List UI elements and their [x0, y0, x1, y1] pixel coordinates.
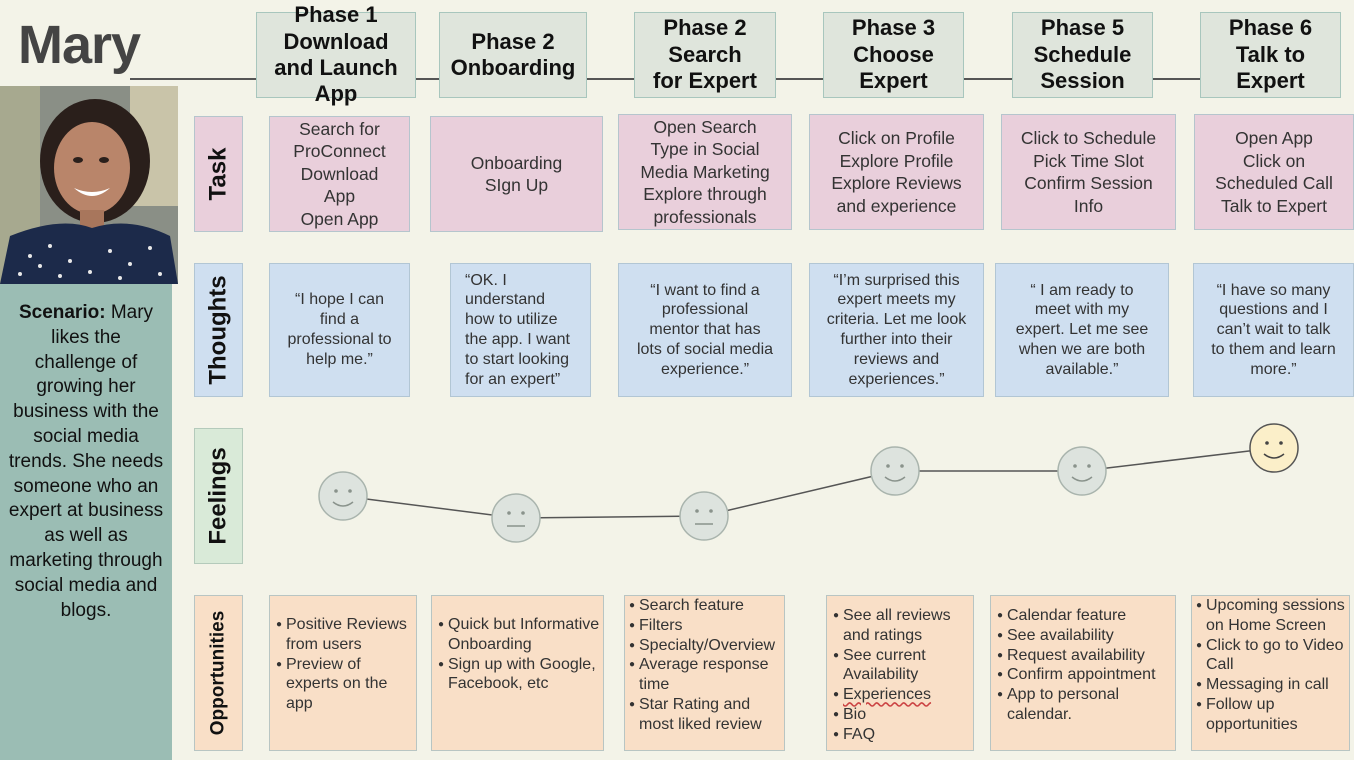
opportunity-item: Experiences — [833, 685, 973, 705]
opportunity-cell-1: Positive Reviews from users Preview of e… — [269, 595, 417, 751]
feelings-row-label: Feelings — [194, 428, 243, 564]
opportunity-item: App to personal calendar. — [997, 685, 1175, 725]
opportunity-item: Quick but Informative Onboarding — [438, 615, 603, 655]
opportunity-item: Positive Reviews from users — [276, 615, 416, 655]
opportunity-list-6: Upcoming sessions on Home Screen Click t… — [1192, 596, 1349, 735]
opportunity-item: Request availability — [997, 646, 1175, 666]
persona-name: Mary — [18, 15, 141, 75]
opportunity-item: Average response time — [629, 655, 784, 695]
scenario-panel: Scenario: Mary likes the challenge of gr… — [0, 284, 172, 760]
opportunity-item: Confirm appointment — [997, 665, 1175, 685]
happy-face-icon — [318, 471, 368, 521]
opportunity-cell-2: Quick but Informative Onboarding Sign up… — [431, 595, 604, 751]
happy-face-icon — [1057, 446, 1107, 496]
task-cell-4: Click on Profile Explore Profile Explore… — [809, 114, 984, 230]
thoughts-row-label: Thoughts — [194, 263, 243, 397]
happy-face-icon — [870, 446, 920, 496]
opportunity-cell-3: Search feature Filters Specialty/Overvie… — [624, 595, 785, 751]
opportunity-list-3: Search feature Filters Specialty/Overvie… — [625, 596, 784, 735]
task-cell-3: Open Search Type in Social Media Marketi… — [618, 114, 792, 230]
phase-4-header: Phase 3 Choose Expert — [823, 12, 964, 98]
thought-cell-3: “I want to find a professional mentor th… — [618, 263, 792, 397]
opportunity-item: Follow up opportunities — [1196, 695, 1349, 735]
thought-cell-4: “I’m surprised this expert meets my crit… — [809, 263, 984, 397]
opportunity-item: Bio — [833, 705, 973, 725]
task-row-label: Task — [194, 116, 243, 232]
persona-photo — [0, 86, 178, 284]
neutral-face-icon — [679, 491, 729, 541]
persona-avatar-illustration — [0, 86, 178, 284]
phase-2-header: Phase 2 Onboarding — [439, 12, 587, 98]
feelings-line — [342, 447, 1275, 519]
task-cell-5: Click to Schedule Pick Time Slot Confirm… — [1001, 114, 1176, 230]
opportunity-item: FAQ — [833, 725, 973, 745]
task-cell-1: Search for ProConnect Download App Open … — [269, 116, 410, 232]
opportunity-item: See all reviews and ratings — [833, 606, 973, 646]
opportunity-item: Preview of experts on the app — [276, 655, 416, 714]
thought-cell-1: “I hope I can find a professional to hel… — [269, 263, 410, 397]
opportunity-item: Upcoming sessions on Home Screen — [1196, 596, 1349, 636]
opportunity-item: Click to go to Video Call — [1196, 636, 1349, 676]
neutral-face-icon — [491, 493, 541, 543]
opportunity-list-5: Calendar feature See availability Reques… — [991, 606, 1175, 725]
task-cell-6: Open App Click on Scheduled Call Talk to… — [1194, 114, 1354, 230]
opportunity-cell-4: See all reviews and ratings See current … — [826, 595, 974, 751]
opportunity-item: Search feature — [629, 596, 784, 616]
opportunity-list-2: Quick but Informative Onboarding Sign up… — [432, 615, 603, 694]
opportunity-item: Specialty/Overview — [629, 636, 784, 656]
opportunity-cell-5: Calendar feature See availability Reques… — [990, 595, 1176, 751]
phase-6-header: Phase 6 Talk to Expert — [1200, 12, 1341, 98]
opportunities-row-label: Opportunities — [194, 595, 243, 751]
happy-face-icon — [1249, 423, 1299, 473]
task-cell-2: Onboarding SIgn Up — [430, 116, 603, 232]
phase-5-header: Phase 5 Schedule Session — [1012, 12, 1153, 98]
opportunity-list-4: See all reviews and ratings See current … — [827, 606, 973, 745]
opportunity-item: Messaging in call — [1196, 675, 1349, 695]
opportunity-item: See current Availability — [833, 646, 973, 686]
scenario-text: Mary likes the challenge of growing her … — [8, 302, 164, 621]
thought-cell-5: “ I am ready to meet with my expert. Let… — [995, 263, 1169, 397]
opportunity-item: Calendar feature — [997, 606, 1175, 626]
phase-3-header: Phase 2 Search for Expert — [634, 12, 776, 98]
thought-cell-2: “OK. I understand how to utilize the app… — [450, 263, 591, 397]
opportunity-item: Sign up with Google, Facebook, etc — [438, 655, 603, 695]
opportunity-cell-6: Upcoming sessions on Home Screen Click t… — [1191, 595, 1350, 751]
thought-cell-6: “I have so many questions and I can’t wa… — [1193, 263, 1354, 397]
scenario-label: Scenario: — [18, 302, 106, 323]
opportunity-list-1: Positive Reviews from users Preview of e… — [270, 615, 416, 714]
opportunity-item: See availability — [997, 626, 1175, 646]
opportunity-item: Filters — [629, 616, 784, 636]
opportunity-item: Star Rating and most liked review — [629, 695, 784, 735]
